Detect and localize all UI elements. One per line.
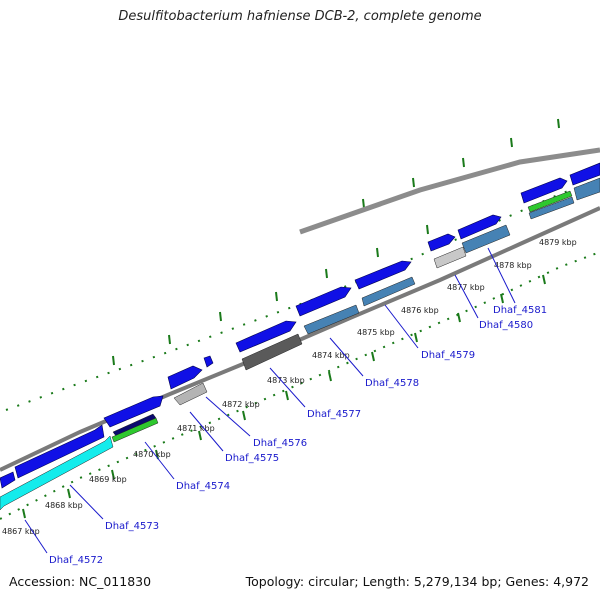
steel-gene[interactable]	[303, 304, 360, 335]
kbp-label: 4870 kbp	[133, 450, 171, 459]
kbp-label: 4867 kbp	[2, 527, 40, 536]
gene-label[interactable]: Dhaf_4576	[253, 438, 307, 449]
gene-arrow[interactable]	[295, 286, 352, 317]
steel-gene[interactable]	[361, 276, 416, 307]
steel-gene[interactable]	[528, 196, 575, 220]
gene-label[interactable]: Dhaf_4578	[365, 378, 419, 389]
gene-arrow[interactable]	[203, 355, 214, 368]
kbp-label: 4868 kbp	[45, 501, 83, 510]
kbp-label: 4875 kbp	[357, 328, 395, 337]
gene-label[interactable]: Dhaf_4574	[176, 481, 230, 492]
kbp-label: 4871 kbp	[177, 424, 215, 433]
gene-label[interactable]: Dhaf_4575	[225, 453, 279, 464]
kbp-label: 4878 kbp	[494, 261, 532, 270]
gene-arrow[interactable]	[167, 365, 203, 390]
gene-arrow[interactable]	[354, 260, 412, 290]
gene-arrow[interactable]	[427, 233, 456, 252]
genome-backbone-outer	[299, 147, 600, 235]
kbp-label: 4877 kbp	[447, 283, 485, 292]
kbp-label: 4872 kbp	[222, 400, 260, 409]
gene-label[interactable]: Dhaf_4580	[479, 320, 533, 331]
kbp-label: 4873 kbp	[267, 376, 305, 385]
gene-label[interactable]: Dhaf_4581	[493, 305, 547, 316]
steel-gene[interactable]	[573, 177, 600, 201]
genome-backbone	[0, 206, 600, 472]
green-gene[interactable]	[527, 190, 573, 213]
dark-gray-gene[interactable]	[241, 333, 303, 371]
gene-labels: Dhaf_4572 Dhaf_4573 Dhaf_4574 Dhaf_4575 …	[49, 305, 547, 566]
gene-arrow[interactable]	[569, 162, 600, 186]
gene-label[interactable]: Dhaf_4579	[421, 350, 475, 361]
topology-label: Topology: circular; Length: 5,279,134 bp…	[245, 574, 589, 589]
gene-arrow[interactable]	[0, 471, 16, 489]
gene-label[interactable]: Dhaf_4572	[49, 555, 103, 566]
kbp-label: 4874 kbp	[312, 351, 350, 360]
inner-ring-genes	[0, 177, 600, 511]
light-gray-gene[interactable]	[433, 246, 467, 269]
gene-leader-lines	[24, 247, 516, 554]
light-gray-gene[interactable]	[173, 382, 208, 406]
scale-ticks	[22, 274, 546, 519]
cyan-gene[interactable]	[0, 435, 114, 511]
gene-arrow[interactable]	[14, 424, 105, 479]
forward-strand-genes	[0, 162, 600, 489]
gene-label[interactable]: Dhaf_4573	[105, 521, 159, 532]
outer-tick-marks	[112, 118, 560, 366]
gene-arrow[interactable]	[103, 395, 164, 428]
kbp-label: 4876 kbp	[401, 306, 439, 315]
accession-label: Accession: NC_011830	[9, 574, 152, 589]
gene-arrow[interactable]	[457, 214, 502, 240]
kbp-label: 4869 kbp	[89, 475, 127, 484]
kbp-label: 4879 kbp	[539, 238, 577, 247]
green-gene[interactable]	[111, 417, 159, 443]
gene-arrow[interactable]	[520, 177, 568, 204]
gene-label[interactable]: Dhaf_4577	[307, 409, 361, 420]
inner-dotted-ring	[0, 251, 600, 520]
gene-arrow[interactable]	[235, 320, 297, 353]
steel-gene[interactable]	[461, 224, 511, 254]
kbp-labels: 4867 kbp 4868 kbp 4869 kbp 4870 kbp 4871…	[2, 238, 577, 536]
map-title: Desulfitobacterium hafniense DCB-2, comp…	[118, 9, 482, 24]
